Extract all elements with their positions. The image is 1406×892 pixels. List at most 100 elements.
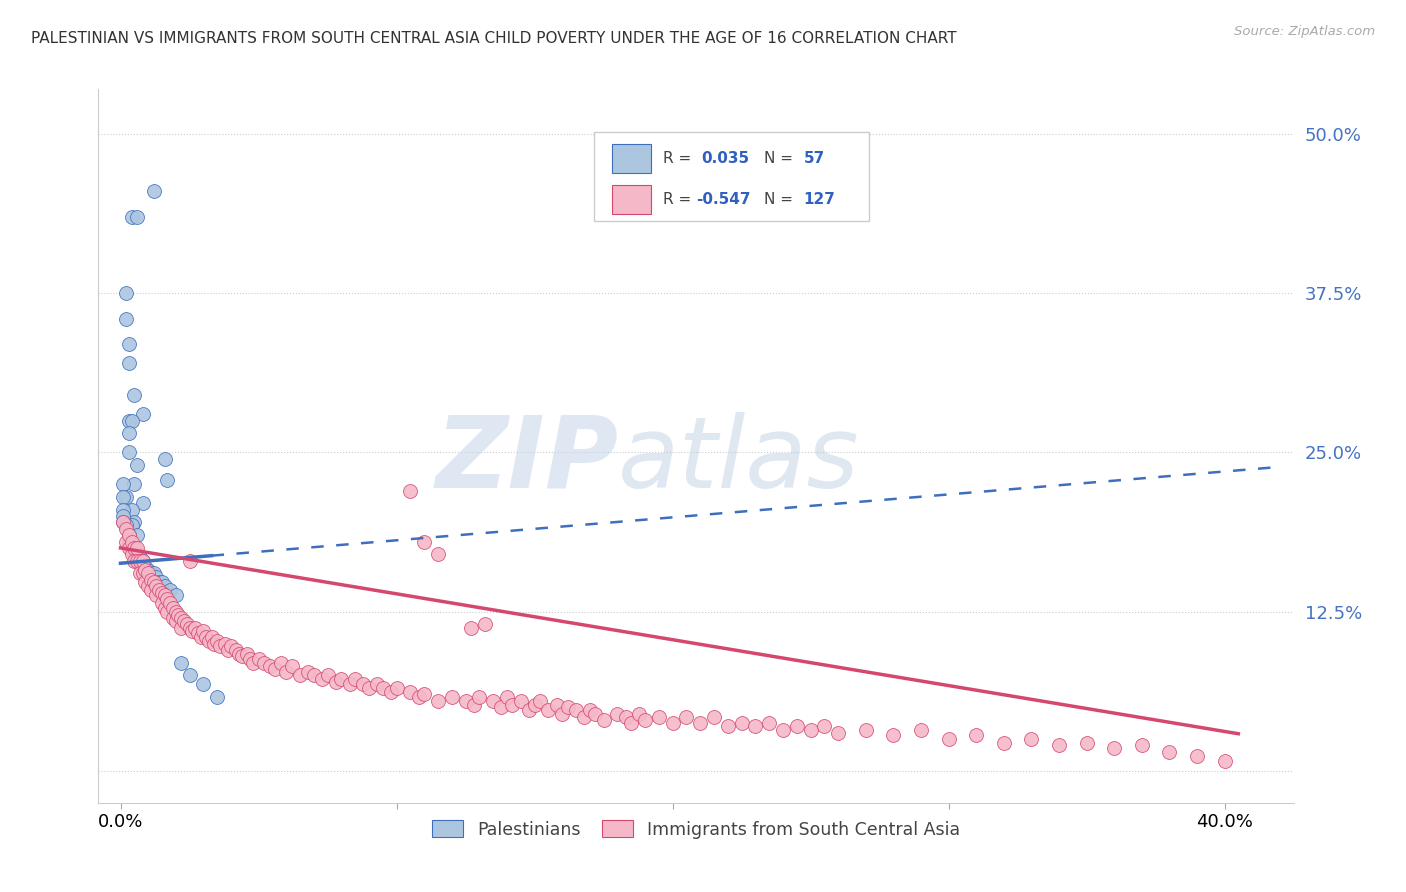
Point	[131, 496, 153, 510]
Point	[118, 537, 141, 551]
Point	[380, 685, 402, 699]
Point	[121, 518, 143, 533]
Point	[744, 719, 766, 733]
Point	[173, 614, 195, 628]
Point	[142, 575, 165, 590]
Point	[142, 184, 165, 198]
Point	[118, 445, 141, 459]
Point	[128, 549, 150, 564]
Point	[703, 710, 725, 724]
Text: 127: 127	[804, 192, 835, 207]
FancyBboxPatch shape	[595, 132, 869, 221]
Point	[156, 474, 179, 488]
Point	[153, 451, 176, 466]
Point	[813, 719, 835, 733]
Point	[118, 426, 141, 441]
Point	[910, 723, 932, 738]
Point	[529, 694, 551, 708]
Point	[136, 566, 159, 581]
Point	[124, 554, 146, 568]
Point	[187, 626, 209, 640]
Point	[546, 698, 568, 712]
Text: atlas: atlas	[619, 412, 860, 508]
Point	[460, 621, 482, 635]
Point	[717, 719, 740, 733]
Point	[112, 477, 135, 491]
Point	[131, 558, 153, 572]
Point	[190, 630, 212, 644]
Point	[231, 649, 253, 664]
Point	[882, 728, 904, 742]
Point	[139, 582, 162, 597]
Point	[170, 621, 193, 635]
Point	[165, 614, 187, 628]
Point	[242, 656, 264, 670]
Point	[118, 528, 141, 542]
Point	[118, 413, 141, 427]
Point	[288, 668, 311, 682]
Point	[1047, 739, 1070, 753]
Point	[193, 624, 215, 638]
Point	[145, 570, 167, 584]
Point	[115, 286, 138, 301]
Point	[145, 588, 167, 602]
Point	[121, 210, 143, 224]
Point	[167, 608, 190, 623]
Point	[131, 554, 153, 568]
Point	[134, 563, 156, 577]
Point	[302, 668, 325, 682]
Point	[118, 337, 141, 351]
Point	[145, 579, 167, 593]
Point	[139, 573, 162, 587]
Point	[131, 566, 153, 581]
Point	[572, 710, 595, 724]
Point	[352, 677, 374, 691]
Point	[128, 554, 150, 568]
Point	[148, 575, 170, 590]
Point	[855, 723, 877, 738]
Point	[578, 703, 600, 717]
Point	[225, 643, 247, 657]
Point	[592, 713, 614, 727]
Point	[827, 725, 849, 739]
Point	[1021, 732, 1043, 747]
Point	[606, 706, 628, 721]
Point	[311, 672, 333, 686]
Point	[614, 710, 637, 724]
Point	[274, 665, 297, 679]
Point	[474, 617, 496, 632]
Point	[125, 528, 148, 542]
Point	[491, 700, 513, 714]
Point	[259, 659, 281, 673]
Point	[253, 656, 276, 670]
Point	[121, 534, 143, 549]
Point	[523, 698, 546, 712]
Point	[121, 413, 143, 427]
Point	[236, 647, 259, 661]
Point	[162, 600, 184, 615]
FancyBboxPatch shape	[613, 144, 651, 173]
Point	[136, 579, 159, 593]
Point	[454, 694, 477, 708]
Point	[112, 490, 135, 504]
Point	[799, 723, 821, 738]
Point	[399, 483, 422, 498]
Point	[121, 541, 143, 555]
Point	[176, 617, 198, 632]
Point	[128, 554, 150, 568]
Point	[200, 630, 222, 644]
Point	[124, 541, 146, 555]
Point	[366, 677, 388, 691]
Text: R =: R =	[662, 192, 690, 207]
Point	[150, 575, 173, 590]
Point	[551, 706, 574, 721]
Point	[205, 634, 228, 648]
Point	[675, 710, 697, 724]
Point	[316, 668, 339, 682]
Text: ZIP: ZIP	[436, 412, 619, 508]
Point	[124, 477, 146, 491]
Point	[399, 685, 422, 699]
Point	[118, 534, 141, 549]
Text: -0.547: -0.547	[696, 192, 751, 207]
Point	[179, 668, 201, 682]
